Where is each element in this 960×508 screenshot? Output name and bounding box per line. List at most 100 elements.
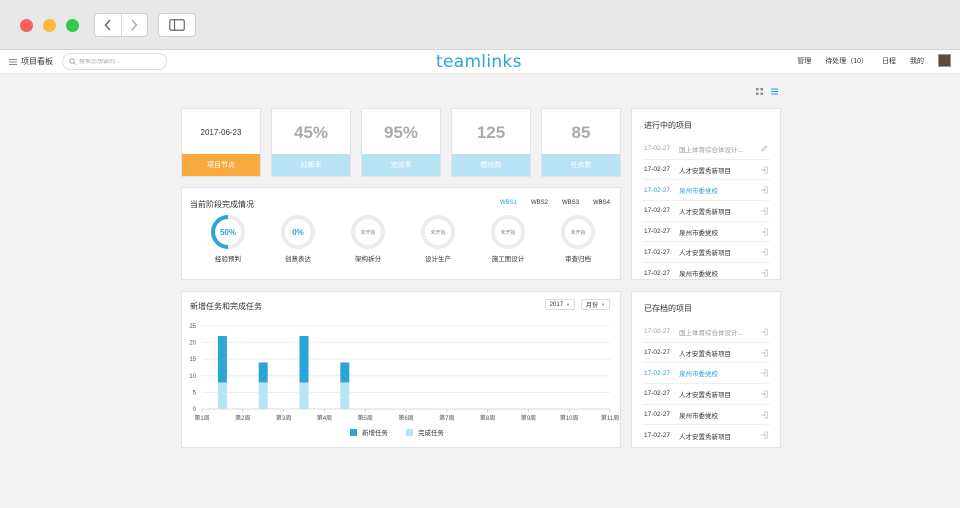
project-row[interactable]: 17-02-27 人才安置秀新项目 xyxy=(642,343,770,364)
legend-label: 新增任务 xyxy=(362,430,388,437)
phase-label: 经验预判 xyxy=(215,256,241,263)
phase-item[interactable]: 0% 创意表达 xyxy=(268,214,328,263)
nav-schedule[interactable]: 日程 xyxy=(882,57,896,65)
stat-card-completion-rate[interactable]: 95% 完成率 xyxy=(361,108,441,177)
enter-icon[interactable] xyxy=(761,328,768,338)
project-date: 17-02-27 xyxy=(644,349,671,357)
enter-icon[interactable] xyxy=(761,248,768,258)
enter-icon[interactable] xyxy=(761,411,768,421)
chart-filters: 2017 ▼ 月份 ▼ xyxy=(544,299,610,310)
grid-view-icon[interactable] xyxy=(756,88,763,95)
project-date: 17-02-27 xyxy=(644,228,671,236)
search-input[interactable] xyxy=(79,58,163,65)
enter-icon[interactable] xyxy=(761,269,768,279)
archived-projects-card: 已存档的项目 17-02-27 国上体育综合体设计... 17-02-27 人才安置秀… xyxy=(631,291,781,448)
enter-icon[interactable] xyxy=(761,431,768,441)
legend-swatch xyxy=(350,429,357,436)
project-board-link[interactable]: 项目看板 xyxy=(9,56,53,67)
phase-item[interactable]: 未开始 架构拆分 xyxy=(338,214,398,263)
phase-completion-card: 当前阶段完成情况 WBS1 WBS2 WBS3 WBS4 50% 经验预判 0% 创意… xyxy=(181,187,621,280)
x-tick-label: 第2周 xyxy=(235,414,250,422)
phase-item[interactable]: 未开始 设计生产 xyxy=(408,214,468,263)
project-row[interactable]: 17-02-27 泉州市委党校 xyxy=(642,263,770,284)
archived-project-list: 17-02-27 国上体育综合体设计... 17-02-27 人才安置秀新项目 17-0… xyxy=(632,322,780,446)
project-date: 17-02-27 xyxy=(644,145,671,153)
enter-icon[interactable] xyxy=(761,369,768,379)
phase-item[interactable]: 50% 经验预判 xyxy=(198,214,258,263)
bar-done xyxy=(217,382,227,409)
nav-manage[interactable]: 管理 xyxy=(797,57,812,65)
archived-projects-title: 已存档的项目 xyxy=(644,304,692,313)
caret-down-icon: ▼ xyxy=(566,302,571,307)
view-toggle xyxy=(756,88,778,95)
enter-icon[interactable] xyxy=(761,186,768,196)
project-row[interactable]: 17-02-27 泉州市委党校 xyxy=(642,180,770,202)
progress-value: 0% xyxy=(292,227,304,237)
progress-value: 未开始 xyxy=(500,229,516,236)
project-name: 国上体育综合体设计... xyxy=(679,329,743,337)
minimize-window-button[interactable] xyxy=(43,19,56,32)
project-row[interactable]: 17-02-27 泉州市委党校 xyxy=(642,405,770,426)
project-row[interactable]: 17-02-27 泉州市委党校 xyxy=(642,222,770,243)
close-window-button[interactable] xyxy=(20,19,33,32)
stat-card-delay-rate[interactable]: 45% 延期率 xyxy=(271,108,351,177)
project-name: 泉州市委党校 xyxy=(679,371,718,379)
tab-wbs1[interactable]: WBS1 xyxy=(499,200,517,206)
legend-swatch xyxy=(406,429,413,436)
x-tick-label: 第11周 xyxy=(601,414,619,422)
phase-item[interactable]: 未开始 审查归档 xyxy=(548,214,608,263)
period-select[interactable]: 月份 ▼ xyxy=(581,299,610,310)
bar-new xyxy=(258,362,268,383)
project-name: 人才安置秀新项目 xyxy=(679,433,731,441)
x-tick-label: 第8周 xyxy=(480,414,495,422)
forward-button[interactable] xyxy=(120,14,148,36)
enter-icon[interactable] xyxy=(761,207,768,217)
maximize-window-button[interactable] xyxy=(66,19,79,32)
chart-legend: 新增任务 完成任务 xyxy=(350,427,444,437)
project-name: 泉州市委党校 xyxy=(679,412,718,420)
project-date: 17-02-27 xyxy=(644,328,671,336)
stat-card-modules[interactable]: 125 模块数 xyxy=(451,108,531,177)
stat-label: 项目节点 xyxy=(182,154,260,176)
project-date: 17-02-27 xyxy=(644,207,671,215)
year-select[interactable]: 2017 ▼ xyxy=(544,299,576,310)
enter-icon[interactable] xyxy=(761,349,768,359)
phase-label: 创意表达 xyxy=(285,256,311,263)
enter-icon[interactable] xyxy=(761,228,768,238)
progress-ring xyxy=(561,215,595,249)
edit-icon[interactable] xyxy=(761,145,768,154)
back-button[interactable] xyxy=(95,14,121,36)
sidebar-toggle-button[interactable] xyxy=(158,13,196,37)
project-row[interactable]: 17-02-27 人才安置秀新项目 xyxy=(642,160,770,181)
x-tick-label: 第4周 xyxy=(317,414,332,422)
enter-icon[interactable] xyxy=(761,390,768,400)
nav-pending[interactable]: 待处理（10） xyxy=(825,57,868,65)
project-row[interactable]: 17-02-27 泉州市委党校 xyxy=(642,363,770,385)
tab-wbs3[interactable]: WBS3 xyxy=(561,200,579,206)
chevron-right-icon xyxy=(131,19,138,31)
project-row[interactable]: 17-02-27 国上体育综合体设计... xyxy=(642,139,770,160)
avatar[interactable] xyxy=(938,54,951,67)
nav-mine[interactable]: 我的 xyxy=(910,57,924,65)
tab-wbs2[interactable]: WBS2 xyxy=(530,200,548,206)
project-row[interactable]: 17-02-27 人才安置秀新项目 xyxy=(642,425,770,446)
stat-card-milestone[interactable]: 2017-06-23 项目节点 xyxy=(181,108,261,177)
project-row[interactable]: 17-02-27 人才安置秀新项目 xyxy=(642,242,770,264)
list-view-icon[interactable] xyxy=(771,88,778,95)
project-name: 泉州市委党校 xyxy=(679,188,718,196)
phase-progress-list: 50% 经验预判 0% 创意表达 未开始 架构拆分 未开始 设计生产 未开始 施工图设计 未开始 审查… xyxy=(182,214,620,274)
phase-item[interactable]: 未开始 施工图设计 xyxy=(478,214,538,263)
enter-icon[interactable] xyxy=(761,166,768,176)
stat-card-tasks[interactable]: 85 任务数 xyxy=(541,108,621,177)
search-icon xyxy=(69,58,76,65)
project-row[interactable]: 17-02-27 人才安置秀新项目 xyxy=(642,384,770,405)
phase-title: 当前阶段完成情况 xyxy=(190,200,254,209)
task-bar-chart: 0 5 10 15 20 25 第1周 第2周 第3周 第4周 第5周 第6周 第7周 第8周 第9周 第10… xyxy=(189,324,619,422)
project-row[interactable]: 17-02-27 国上体育综合体设计... xyxy=(642,322,770,343)
tab-wbs4[interactable]: WBS4 xyxy=(592,200,610,206)
y-tick-label: 25 xyxy=(189,324,196,330)
project-row[interactable]: 17-02-27 人才安置秀新项目 xyxy=(642,201,770,222)
project-date: 17-02-27 xyxy=(644,411,671,419)
progress-value: 未开始 xyxy=(430,229,446,236)
progress-ring xyxy=(211,215,245,249)
